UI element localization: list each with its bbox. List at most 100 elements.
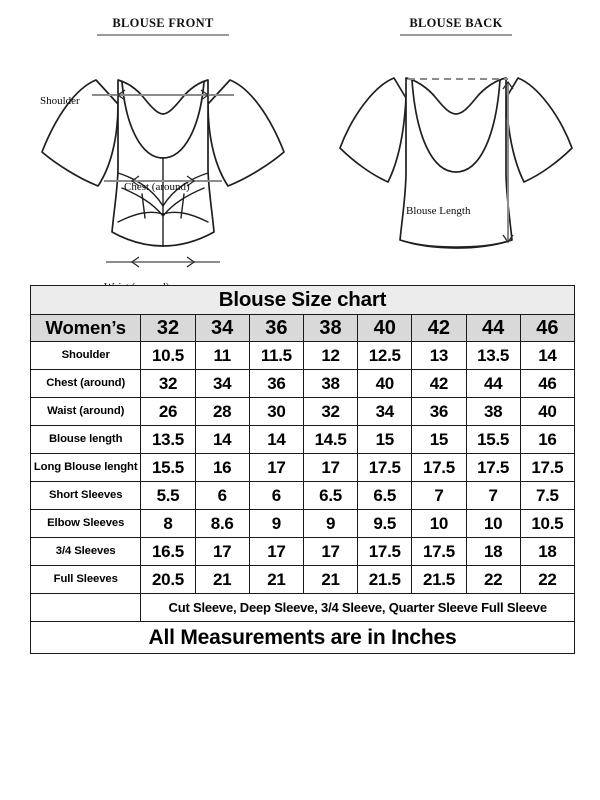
measure-value: 13.5: [465, 341, 521, 370]
measure-value: 17: [194, 537, 250, 566]
measure-value: 20.5: [140, 565, 196, 594]
measure-value: 8: [140, 509, 196, 538]
measure-value: 15: [411, 425, 467, 454]
measure-value: 44: [465, 369, 521, 398]
measure-value: 38: [302, 369, 359, 398]
chest-measure-label: Chest (around): [124, 180, 190, 193]
measure-value: 11.5: [248, 341, 304, 370]
measure-value: 46: [519, 369, 576, 398]
size-header-row: Women’s 32 34 36 38 40 42 44 46: [29, 314, 576, 342]
blouse-back-illustration: Blouse Length: [322, 36, 590, 281]
table-row: Full Sleeves 20.5 21 21 21 21.5 21.5 22 …: [29, 565, 576, 594]
measure-value: 15.5: [465, 425, 521, 454]
measure-label: Shoulder: [29, 341, 142, 370]
measure-value: 22: [519, 565, 576, 594]
chart-title: Blouse Size chart: [30, 285, 575, 315]
table-row: Blouse length 13.5 14 14 14.5 15 15 15.5…: [29, 425, 576, 454]
measure-value: 6.5: [357, 481, 413, 510]
measure-value: 32: [302, 397, 359, 426]
measure-value: 21: [302, 565, 359, 594]
measure-value: 34: [357, 397, 413, 426]
measure-value: 40: [519, 397, 576, 426]
measure-value: 6.5: [302, 481, 359, 510]
size-header-46: 46: [519, 314, 576, 342]
measure-value: 7.5: [519, 481, 576, 510]
measure-value: 13: [411, 341, 467, 370]
measure-value: 9: [302, 509, 359, 538]
measure-value: 36: [248, 369, 304, 398]
measure-value: 32: [140, 369, 196, 398]
measure-label: Short Sleeves: [29, 481, 142, 510]
table-row: Waist (around) 26 28 30 32 34 36 38 40: [29, 397, 576, 426]
measure-value: 17: [248, 537, 304, 566]
measure-value: 21.5: [411, 565, 467, 594]
measure-value: 10.5: [140, 341, 196, 370]
size-header-32: 32: [140, 314, 196, 342]
measure-value: 14: [194, 425, 250, 454]
shoulder-measure-label: Shoulder: [40, 94, 80, 107]
measure-value: 38: [465, 397, 521, 426]
front-title-underline: [97, 33, 229, 36]
measure-value: 14.5: [302, 425, 359, 454]
measure-value: 10: [411, 509, 467, 538]
measure-value: 22: [465, 565, 521, 594]
measure-value: 36: [411, 397, 467, 426]
measure-value: 26: [140, 397, 196, 426]
measure-value: 9: [248, 509, 304, 538]
table-row: Long Blouse lenght 15.5 16 17 17 17.5 17…: [29, 453, 576, 482]
measure-value: 17.5: [357, 537, 413, 566]
measure-value: 17: [302, 453, 359, 482]
measure-value: 5.5: [140, 481, 196, 510]
measure-label: 3/4 Sleeves: [29, 537, 142, 566]
measure-value: 16: [519, 425, 576, 454]
measure-value: 6: [248, 481, 304, 510]
measure-value: 7: [465, 481, 521, 510]
blouse-back-title: BLOUSE BACK: [409, 16, 503, 30]
measure-value: 10: [465, 509, 521, 538]
measure-label: Waist (around): [29, 397, 142, 426]
blouse-front-svg: [41, 78, 285, 268]
size-header-34: 34: [194, 314, 250, 342]
measure-value: 42: [411, 369, 467, 398]
measure-label: Full Sleeves: [29, 565, 142, 594]
blouse-length-measure-label: Blouse Length: [406, 204, 471, 217]
size-header-44: 44: [465, 314, 521, 342]
back-title-underline: [400, 33, 512, 36]
measure-value: 10.5: [519, 509, 576, 538]
measure-value: 18: [465, 537, 521, 566]
measure-value: 17.5: [465, 453, 521, 482]
measure-value: 18: [519, 537, 576, 566]
measure-value: 14: [519, 341, 576, 370]
measure-label: Elbow Sleeves: [29, 509, 142, 538]
measure-value: 6: [194, 481, 250, 510]
measure-value: 17.5: [411, 453, 467, 482]
measure-label: Blouse length: [29, 425, 142, 454]
sleeve-types-row: Cut Sleeve, Deep Sleeve, 3/4 Sleeve, Qua…: [29, 593, 575, 622]
sleeve-types-note: Cut Sleeve, Deep Sleeve, 3/4 Sleeve, Qua…: [140, 593, 575, 622]
table-row: Shoulder 10.5 11 11.5 12 12.5 13 13.5 14: [29, 341, 576, 370]
measure-value: 21.5: [357, 565, 413, 594]
measure-value: 17: [248, 453, 304, 482]
measure-value: 15.5: [140, 453, 196, 482]
sleeve-note-blank-cell: [29, 593, 142, 622]
table-row: Elbow Sleeves 8 8.6 9 9 9.5 10 10 10.5: [29, 509, 576, 538]
measure-value: 40: [357, 369, 413, 398]
blouse-back-svg: [339, 76, 573, 249]
measure-value: 17: [302, 537, 359, 566]
measure-value: 14: [248, 425, 304, 454]
measure-value: 15: [357, 425, 413, 454]
blouse-back-diagram: BLOUSE BACK: [322, 0, 590, 283]
measure-value: 16.5: [140, 537, 196, 566]
measure-value: 12: [302, 341, 359, 370]
measure-label: Long Blouse lenght: [29, 453, 142, 482]
diagram-area: BLOUSE FRONT: [0, 0, 600, 292]
measure-value: 12.5: [357, 341, 413, 370]
measure-value: 21: [248, 565, 304, 594]
measure-value: 28: [194, 397, 250, 426]
measure-value: 21: [194, 565, 250, 594]
measure-label: Chest (around): [29, 369, 142, 398]
measure-value: 9.5: [357, 509, 413, 538]
table-row: Chest (around) 32 34 36 38 40 42 44 46: [29, 369, 576, 398]
measure-value: 7: [411, 481, 467, 510]
measure-value: 8.6: [194, 509, 250, 538]
